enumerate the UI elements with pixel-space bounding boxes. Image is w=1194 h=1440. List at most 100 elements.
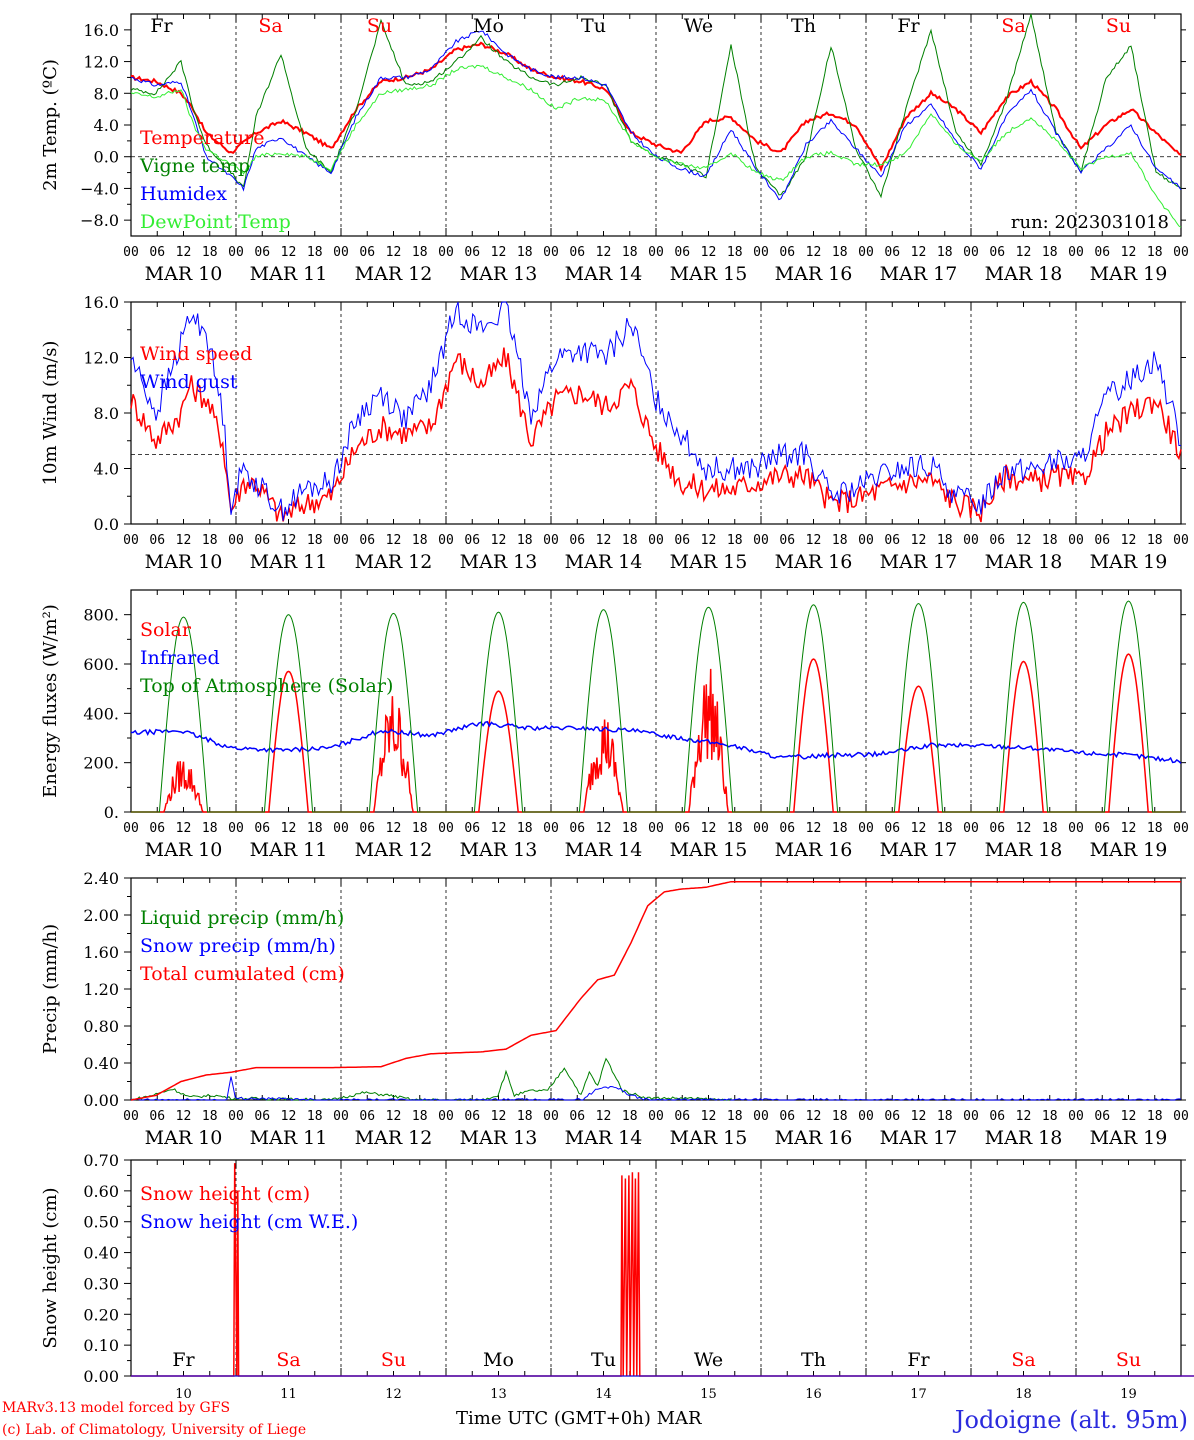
hour-tick-label: 18 (517, 1109, 533, 1124)
date-label: MAR 13 (460, 1127, 538, 1149)
date-label: MAR 11 (250, 839, 328, 861)
hour-tick-label: 00 (648, 245, 664, 260)
hour-tick-label: 00 (228, 533, 244, 548)
hour-tick-label: 06 (884, 533, 900, 548)
legend-entry: Snow height (cm) (140, 1183, 310, 1205)
hour-tick-label: 18 (412, 245, 428, 260)
hour-tick-label: 06 (989, 245, 1005, 260)
hour-tick-label: 06 (149, 1109, 165, 1124)
day-number-label: 17 (910, 1387, 927, 1402)
hour-tick-label: 00 (333, 245, 349, 260)
y-tick-label: 0.10 (83, 1336, 119, 1355)
weekday-label-bottom: Sa (1011, 1349, 1035, 1371)
y-tick-label: 12.0 (83, 53, 119, 72)
hour-tick-label: 06 (674, 245, 690, 260)
series-line-total-cumulated-cm- (130, 880, 1181, 1101)
y-tick-label: 600. (83, 655, 119, 674)
hour-tick-label: 00 (648, 821, 664, 836)
hour-tick-label: 06 (464, 1109, 480, 1124)
weekday-label-top: We (684, 15, 713, 37)
hour-tick-label: 18 (1147, 821, 1163, 836)
credit-line-2: (c) Lab. of Climatology, University of L… (2, 1422, 306, 1438)
date-label: MAR 11 (250, 551, 328, 573)
hour-tick-label: 06 (989, 1109, 1005, 1124)
hour-tick-label: 06 (884, 821, 900, 836)
hour-tick-label: 12 (281, 821, 297, 836)
hour-tick-label: 00 (1173, 1109, 1189, 1124)
legend-entry: Total cumulated (cm) (140, 963, 345, 985)
hour-tick-label: 12 (911, 245, 927, 260)
y-tick-label: 16.0 (83, 21, 119, 40)
date-label: MAR 16 (775, 263, 853, 285)
hour-tick-label: 06 (779, 533, 795, 548)
weekday-label-top: Sa (258, 15, 282, 37)
y-tick-label: 0.20 (83, 1305, 119, 1324)
hour-tick-label: 12 (176, 1109, 192, 1124)
hour-tick-label: 12 (596, 533, 612, 548)
date-label: MAR 14 (565, 551, 643, 573)
hour-tick-label: 18 (622, 821, 638, 836)
y-axis-label: Snow height (cm) (40, 1187, 61, 1348)
y-axis-label: Energy fluxes (W/m²) (40, 604, 61, 798)
y-axis-label: Precip (mm/h) (40, 924, 61, 1054)
hour-tick-label: 18 (832, 1109, 848, 1124)
hour-tick-label: 12 (491, 821, 507, 836)
weekday-label-bottom: Mo (483, 1349, 514, 1371)
date-label: MAR 17 (880, 1127, 958, 1149)
hour-tick-label: 00 (1068, 1109, 1084, 1124)
hour-tick-label: 12 (911, 533, 927, 548)
series-line-infrared (130, 720, 1182, 764)
hour-tick-label: 18 (517, 245, 533, 260)
day-number-label: 18 (1015, 1387, 1032, 1402)
hour-tick-label: 18 (832, 245, 848, 260)
hour-tick-label: 12 (176, 533, 192, 548)
date-label: MAR 15 (670, 263, 748, 285)
hour-tick-label: 12 (701, 245, 717, 260)
hour-tick-label: 00 (963, 821, 979, 836)
hour-tick-label: 00 (648, 1109, 664, 1124)
hour-tick-label: 00 (543, 245, 559, 260)
hour-tick-label: 12 (386, 821, 402, 836)
hour-tick-label: 12 (701, 821, 717, 836)
hour-tick-label: 18 (1147, 1109, 1163, 1124)
y-tick-label: 0.40 (83, 1244, 119, 1263)
hour-tick-label: 06 (569, 821, 585, 836)
date-label: MAR 18 (985, 839, 1063, 861)
date-label: MAR 11 (250, 1127, 328, 1149)
hour-tick-label: 00 (438, 821, 454, 836)
hour-tick-label: 00 (963, 533, 979, 548)
hour-tick-label: 00 (543, 533, 559, 548)
y-tick-label: 0.60 (83, 1182, 119, 1201)
hour-tick-label: 00 (1068, 533, 1084, 548)
legend-entry: Wind speed (140, 343, 252, 365)
hour-tick-label: 12 (491, 245, 507, 260)
weekday-label-top: Fr (897, 15, 920, 37)
y-axis-label: 10m Wind (m/s) (40, 341, 61, 486)
hour-tick-label: 06 (149, 245, 165, 260)
hour-tick-label: 12 (1016, 1109, 1032, 1124)
weekday-label-bottom: Fr (907, 1349, 930, 1371)
hour-tick-label: 18 (307, 533, 323, 548)
weekday-label-bottom: Th (801, 1349, 826, 1371)
legend-entry: Solar (140, 619, 192, 641)
hour-tick-label: 00 (543, 1109, 559, 1124)
date-label: MAR 14 (565, 1127, 643, 1149)
run-annotation: run: 2023031018 (1011, 212, 1169, 233)
hour-tick-label: 06 (1094, 245, 1110, 260)
hour-tick-label: 18 (1147, 533, 1163, 548)
hour-tick-label: 06 (464, 533, 480, 548)
hour-tick-label: 12 (911, 1109, 927, 1124)
legend-entry: Top of Atmosphere (Solar) (140, 675, 393, 697)
hour-tick-label: 06 (464, 821, 480, 836)
weekday-label-bottom: Sa (276, 1349, 300, 1371)
hour-tick-label: 00 (438, 1109, 454, 1124)
hour-tick-label: 12 (491, 533, 507, 548)
hour-tick-label: 18 (832, 821, 848, 836)
hour-tick-label: 12 (281, 1109, 297, 1124)
hour-tick-label: 00 (1173, 245, 1189, 260)
hour-tick-label: 12 (596, 245, 612, 260)
hour-tick-label: 12 (806, 533, 822, 548)
hour-tick-label: 00 (1173, 821, 1189, 836)
series-line-temperature (130, 41, 1182, 173)
